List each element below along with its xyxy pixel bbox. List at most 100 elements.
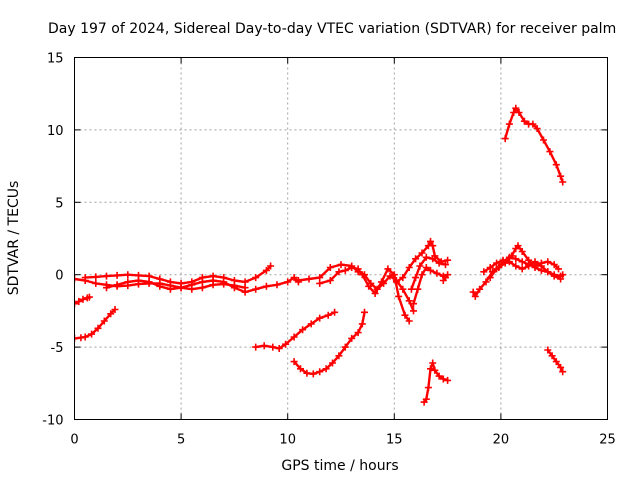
data-point <box>559 271 567 279</box>
data-point <box>557 275 565 283</box>
data-point <box>92 273 100 281</box>
data-point <box>262 266 270 274</box>
data-point <box>392 278 400 286</box>
data-point <box>166 278 174 286</box>
data-point <box>156 275 164 283</box>
data-point <box>273 281 281 289</box>
data-point <box>422 395 430 403</box>
data-point <box>412 274 420 282</box>
data-point <box>156 282 164 290</box>
data-point <box>555 265 562 273</box>
data-point <box>518 258 526 266</box>
data-point <box>552 161 560 169</box>
data-point <box>512 104 520 112</box>
data-point <box>424 384 432 392</box>
data-point <box>269 343 277 351</box>
data-point <box>188 281 196 289</box>
data-point <box>358 320 366 328</box>
data-point <box>81 274 89 282</box>
data-point <box>294 277 302 284</box>
series-arc-17 <box>486 253 562 282</box>
data-point <box>469 288 477 296</box>
data-point <box>435 259 443 267</box>
series-arc-12 <box>410 264 447 308</box>
data-point <box>399 274 407 282</box>
data-point <box>405 264 413 271</box>
data-point <box>405 317 413 325</box>
y-tick-label: 10 <box>47 124 64 139</box>
data-point <box>486 274 494 282</box>
data-series <box>74 104 567 406</box>
data-point <box>124 271 132 279</box>
data-point <box>103 284 110 292</box>
data-point <box>386 272 394 280</box>
data-point <box>414 285 422 293</box>
data-point <box>230 284 238 292</box>
data-point <box>435 372 443 380</box>
data-point <box>252 274 260 282</box>
data-point <box>326 277 334 284</box>
series-line <box>84 264 272 285</box>
data-point <box>75 298 83 305</box>
data-point <box>100 317 108 325</box>
y-tick-label: -5 <box>51 341 64 356</box>
data-point <box>107 310 115 318</box>
data-point <box>145 278 153 286</box>
data-point <box>429 255 437 263</box>
data-point <box>371 290 379 297</box>
data-point <box>395 292 403 300</box>
data-point <box>444 271 452 279</box>
y-tick-label: 15 <box>47 52 64 67</box>
x-tick-label: 15 <box>386 433 403 448</box>
series-arc-9 <box>316 264 413 325</box>
data-point <box>433 269 441 277</box>
data-point <box>220 278 228 286</box>
x-tick-label: 10 <box>279 433 296 448</box>
data-point <box>267 262 275 270</box>
data-point <box>427 266 434 274</box>
data-point <box>94 324 102 332</box>
data-point <box>518 265 526 273</box>
axis-ticks: 0 5 10 15 20 25 -10 -5 0 5 10 15 <box>42 52 616 448</box>
data-point <box>416 262 424 270</box>
data-point <box>135 277 142 284</box>
data-point <box>252 343 260 351</box>
data-point <box>348 264 356 271</box>
data-point <box>422 264 430 271</box>
data-point <box>284 278 292 286</box>
data-point <box>482 278 490 286</box>
series-line <box>297 263 415 313</box>
data-point <box>309 370 317 378</box>
data-point <box>81 333 89 341</box>
data-point <box>476 285 484 293</box>
data-point <box>518 248 526 255</box>
data-point <box>275 345 283 352</box>
series-arc-8 <box>294 261 417 315</box>
series-arc-11 <box>407 253 449 293</box>
data-point <box>533 125 541 132</box>
data-point <box>303 369 311 377</box>
series-arc-1 <box>74 293 93 308</box>
series-line <box>504 107 564 184</box>
data-point <box>85 293 93 301</box>
data-point <box>544 258 552 266</box>
data-point <box>290 358 298 366</box>
data-point <box>537 259 545 267</box>
data-point <box>307 320 315 328</box>
data-point <box>329 359 336 367</box>
data-point <box>520 117 528 125</box>
data-point <box>471 292 479 300</box>
series-arc-13 <box>420 359 452 406</box>
data-point <box>290 333 298 341</box>
data-point <box>514 242 522 250</box>
data-point <box>399 285 407 293</box>
data-point <box>552 358 560 366</box>
data-point <box>418 271 426 279</box>
data-point <box>501 135 509 143</box>
data-point <box>252 285 260 293</box>
grid-lines <box>74 57 608 420</box>
data-point <box>529 120 537 128</box>
series-arc-19 <box>544 346 567 376</box>
data-point <box>544 346 552 354</box>
